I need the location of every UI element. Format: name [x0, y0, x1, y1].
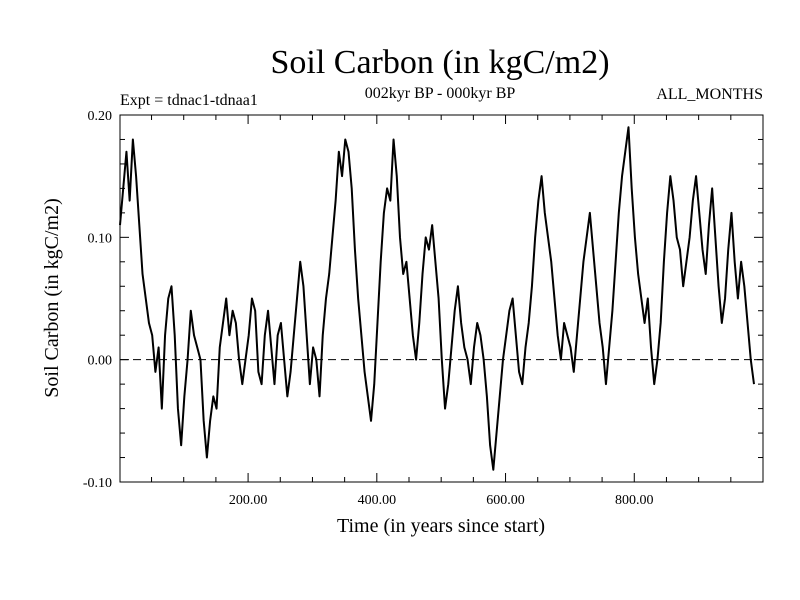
- y-axis-label: Soil Carbon (in kgC/m2): [41, 198, 63, 397]
- y-tick-label: 0.20: [88, 109, 113, 124]
- experiment-label: Expt = tdnac1-tdnaa1: [120, 92, 258, 109]
- soil-carbon-series-line: [119, 126, 755, 471]
- chart-title: Soil Carbon (in kgC/m2): [270, 44, 609, 81]
- x-tick-label: 600.00: [486, 493, 525, 508]
- x-tick-label: 800.00: [615, 493, 654, 508]
- x-tick-label: 200.00: [229, 493, 268, 508]
- tick-labels: 200.00 400.00 600.00 800.00 -0.10 0.00 0.10 0.2…: [83, 109, 654, 508]
- axis-ticks: [120, 114, 763, 483]
- y-tick-label: 0.10: [88, 231, 113, 246]
- y-tick-label: 0.00: [88, 354, 113, 369]
- plot-frame: [119, 114, 764, 483]
- x-axis-label: Time (in years since start): [337, 515, 545, 537]
- chart-subtitle: 002kyr BP - 000kyr BP: [365, 85, 516, 102]
- y-tick-label: -0.10: [83, 476, 112, 491]
- season-label: ALL_MONTHS: [656, 86, 763, 103]
- x-tick-label: 400.00: [358, 493, 397, 508]
